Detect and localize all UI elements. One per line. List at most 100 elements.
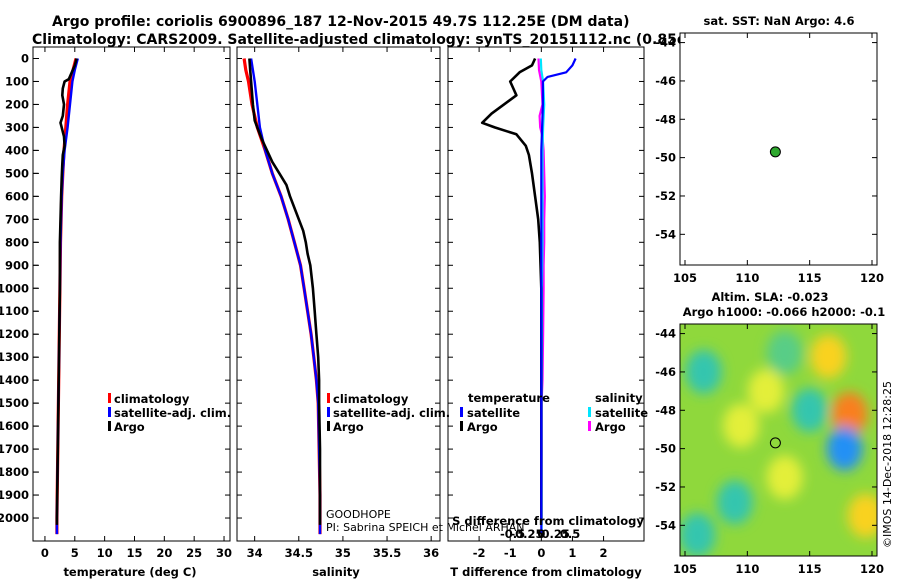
x-tick-label: 20 (156, 546, 172, 560)
map-y-tick-label: -52 (655, 480, 676, 494)
map-y-tick-label: -48 (655, 112, 676, 126)
map-x-tick-label: 120 (860, 562, 884, 576)
x-tick-label: 36 (423, 546, 439, 560)
x-tick-label: 35 (335, 546, 351, 560)
sla-map-title: Altim. SLA: -0.023 (711, 290, 828, 304)
project-name: GOODHOPE (326, 508, 391, 521)
sst-map: 105 110 115 120 -44 -46 -48 -50 -52 -54 (655, 33, 884, 285)
map-x-tick-label: 115 (798, 562, 822, 576)
x-tick-label: 34 (247, 546, 263, 560)
map-x-tick-label: 105 (673, 271, 697, 285)
x-tick-label: 30 (216, 546, 232, 560)
x-tick-label: 5 (71, 546, 79, 560)
legend-title-salinity: salinity (595, 391, 643, 405)
t-difference-axis-label: T difference from climatology (450, 565, 642, 579)
depth-tick-label: 100 (5, 74, 29, 88)
sla-map-frame (679, 323, 878, 557)
legend-swatch-t-satellite (460, 407, 463, 417)
legend-label-t-argo: Argo (467, 420, 498, 434)
s-diff-tick-label: 0 (537, 527, 545, 541)
legend-label-satellite: satellite-adj. clim. (114, 406, 231, 420)
sla-anomaly-blob (791, 388, 828, 433)
copyright-watermark: ©IMOS 14-Dec-2018 12:28:25 (881, 381, 894, 548)
depth-tick-label: 900 (5, 258, 29, 272)
series-line-satellite (249, 58, 322, 535)
map-y-tick-label: -50 (655, 442, 676, 456)
sla-anomaly-blob (810, 334, 847, 379)
sla-anomaly-blob (766, 455, 803, 500)
sla-anomaly-blob (723, 403, 760, 448)
depth-tick-label: 1900 (0, 488, 29, 502)
map-y-tick-label: -48 (655, 403, 676, 417)
float-position-marker (769, 437, 781, 449)
map-x-tick-label: 110 (735, 562, 759, 576)
legend-label-s-argo: Argo (595, 420, 626, 434)
depth-tick-label: 1300 (0, 350, 29, 364)
series-line-t-satellite (540, 58, 577, 535)
legend-label-s-satellite: satellite (595, 406, 648, 420)
depth-tick-label: 1100 (0, 304, 29, 318)
x-tick-label: 34.5 (285, 546, 313, 560)
sla-anomaly-blob (826, 426, 863, 471)
legend-label-climatology: climatology (333, 392, 409, 406)
map-y-tick-label: -52 (655, 189, 676, 203)
sla-heatmap-blobs (680, 330, 877, 556)
sla-anomaly-blob (680, 512, 716, 556)
depth-tick-label: 1200 (0, 327, 29, 341)
depth-tick-label: 1500 (0, 396, 29, 410)
temperature-legend: climatology satellite-adj. clim. Argo (108, 392, 231, 434)
legend-swatch-s-argo (588, 421, 591, 431)
principal-investigator: PI: Sabrina SPEICH et Michel ARHAN (326, 521, 525, 534)
depth-tick-label: 1800 (0, 465, 29, 479)
salinity-axis-label: salinity (312, 565, 360, 579)
s-diff-tick-label: 0.5 (560, 527, 580, 541)
legend-label-t-satellite: satellite (467, 406, 520, 420)
series-line-climatology (242, 58, 322, 535)
sla-map-subtitle: Argo h1000: -0.066 h2000: -0.1 (683, 305, 886, 319)
sla-anomaly-blob (748, 369, 785, 414)
salinity-plot (242, 58, 322, 535)
sst-map-title: sat. SST: NaN Argo: 4.6 (703, 14, 854, 28)
legend-label-satellite: satellite-adj. clim. (333, 406, 450, 420)
series-line-argo (248, 58, 322, 525)
depth-tick-label: 800 (5, 235, 29, 249)
map-y-tick-label: -54 (655, 518, 676, 532)
depth-tick-label: 1000 (0, 281, 29, 295)
sla-anomaly-blob (831, 392, 868, 437)
x-tick-label: 0 (41, 546, 49, 560)
difference-plot (480, 57, 577, 535)
map-y-tick-label: -54 (655, 227, 676, 241)
x-tick-label: 0 (537, 546, 545, 560)
s-diff-tick-label: -0.25 (510, 527, 543, 541)
map-y-tick-label: -46 (655, 365, 676, 379)
legend-swatch-satellite (327, 407, 330, 417)
legend-swatch-climatology (108, 393, 111, 403)
depth-tick-label: 500 (5, 166, 29, 180)
series-line-argo (55, 58, 78, 525)
legend-label-argo: Argo (114, 420, 145, 434)
legend-swatch-t-argo (460, 421, 463, 431)
temperature-x-axis: 0 5 10 15 20 25 30 (33, 47, 232, 560)
x-tick-label: 1 (568, 546, 576, 560)
float-position-marker (769, 146, 781, 158)
sla-anomaly-blob (847, 493, 877, 538)
salinity-legend: climatology satellite-adj. clim. Argo (327, 392, 450, 434)
series-line-t-argo (480, 57, 543, 525)
depth-tick-label: 200 (5, 97, 29, 111)
depth-tick-label: 0 (21, 51, 29, 65)
sla-map: 105 110 115 120 -44 -46 -48 -50 -52 -54 (655, 324, 884, 576)
temperature-axis-label: temperature (deg C) (63, 565, 196, 579)
map-x-tick-label: 120 (860, 271, 884, 285)
salinity-panel-frame (236, 46, 441, 542)
depth-tick-label: 400 (5, 143, 29, 157)
depth-tick-label: 300 (5, 120, 29, 134)
legend-swatch-satellite (108, 407, 111, 417)
s-diff-tick-label: -0.5 (500, 527, 525, 541)
depth-tick-label: 2000 (0, 511, 29, 525)
legend-swatch-climatology (327, 393, 330, 403)
map-y-tick-label: -44 (655, 36, 676, 50)
s-diff-tick-label: 0.25 (542, 527, 570, 541)
sla-heatmap-field (680, 324, 877, 556)
x-tick-label: 35.5 (373, 546, 401, 560)
